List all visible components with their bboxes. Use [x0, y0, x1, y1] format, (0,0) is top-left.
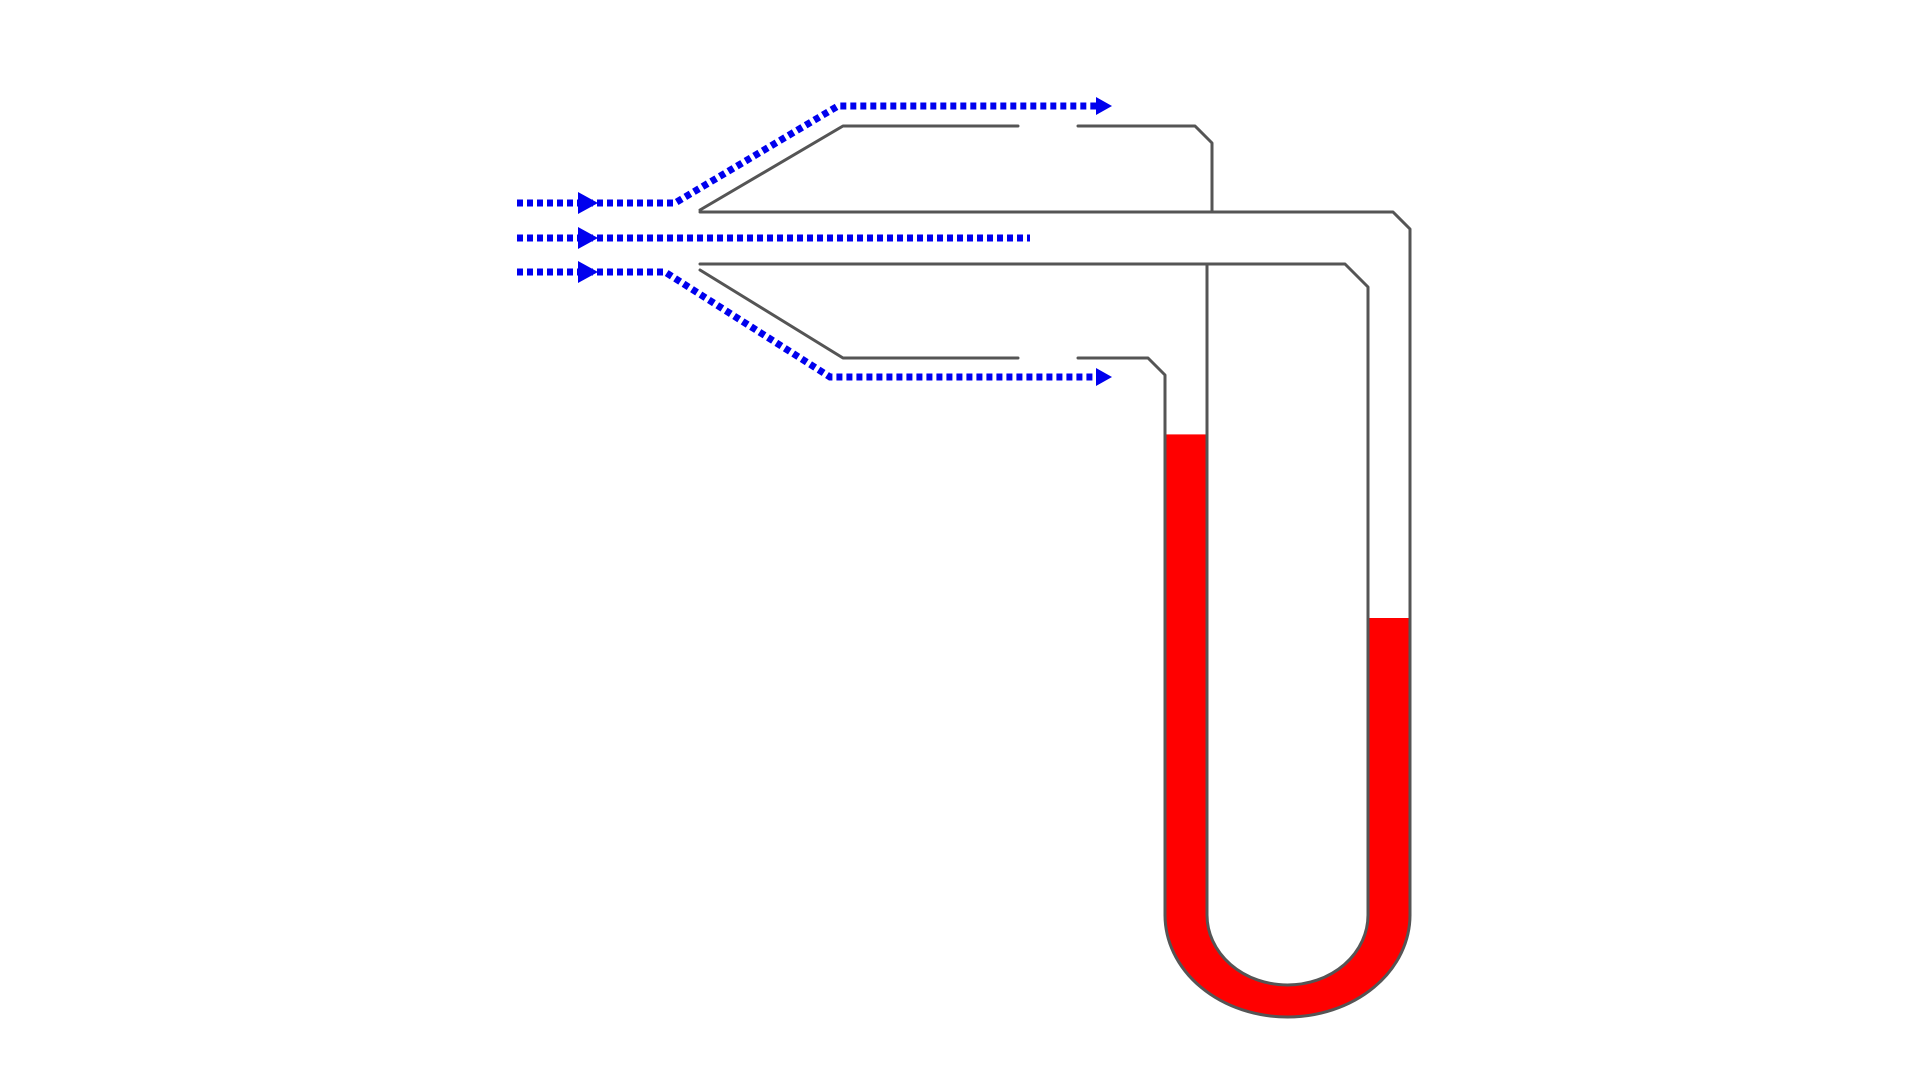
upper-static-connector — [1076, 124, 1214, 214]
lower-static-connector — [1076, 356, 1167, 917]
airflow-arrows — [517, 102, 1105, 381]
u-bend-outer — [1163, 913, 1412, 1019]
pitot-static-tube — [698, 124, 1412, 1019]
arrowhead-upper-entry — [578, 192, 598, 214]
flow-arrow-lower — [517, 268, 1105, 381]
arrowhead-center-entry — [578, 227, 598, 249]
total-pressure-tube-bottom — [698, 262, 1370, 917]
arrowheads — [578, 97, 1112, 386]
arrowhead-lower-entry — [578, 261, 598, 283]
arrowhead-upper-exit — [1096, 97, 1112, 115]
outer-shell-lower — [698, 268, 1020, 360]
flow-arrow-upper — [517, 102, 1105, 207]
manometer-fluid — [1165, 434, 1410, 1018]
fluid-right-column — [1368, 618, 1410, 915]
fluid-left-column — [1165, 434, 1207, 915]
fluid-u-bend — [1165, 915, 1410, 1018]
arrowhead-lower-exit — [1096, 368, 1112, 386]
outer-shell-upper — [698, 124, 1020, 212]
total-pressure-tube-top — [698, 210, 1412, 917]
u-bend-inner — [1205, 913, 1370, 987]
